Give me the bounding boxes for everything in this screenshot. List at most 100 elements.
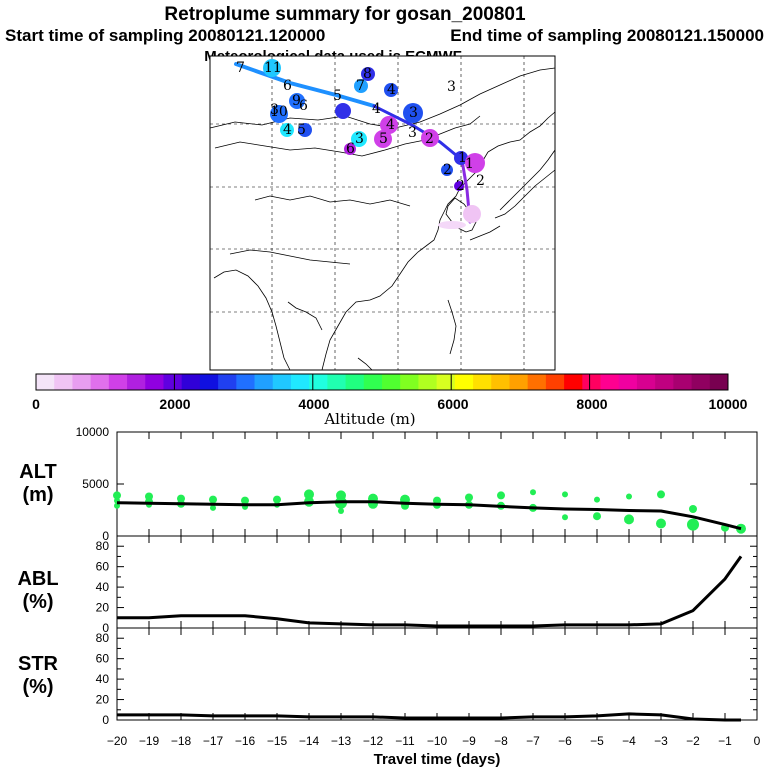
colorbar-swatch — [145, 374, 164, 390]
altitude-scatter-point — [624, 514, 634, 525]
x-tick-label: −1 — [718, 734, 732, 748]
colorbar-swatch — [363, 374, 383, 390]
day-label: 8 — [363, 66, 372, 82]
str-ylabel: STR — [18, 653, 59, 675]
day-label: 3 — [447, 79, 456, 95]
cluster-marker — [380, 116, 398, 134]
colorbar-swatch — [272, 374, 292, 390]
y-tick-label: 20 — [96, 601, 110, 615]
colorbar-swatch — [345, 374, 365, 390]
panel-alt: 10000 5000 0 — [76, 425, 758, 543]
day-label: 3 — [409, 105, 418, 121]
colorbar-swatch — [127, 374, 146, 390]
x-tick-label: −6 — [558, 734, 572, 748]
y-tick-label: 0 — [102, 529, 109, 543]
altitude-scatter-point — [530, 489, 536, 496]
altitude-scatter-point — [656, 518, 666, 529]
cluster-marker — [384, 83, 398, 97]
x-tick-label: −7 — [526, 734, 540, 748]
y-tick-label: 40 — [96, 580, 110, 594]
colorbar-tick-labels: 0 2000 4000 6000 8000 10000 — [32, 396, 748, 412]
colorbar-tick-label: 0 — [32, 396, 40, 412]
x-tick-label: −9 — [462, 734, 476, 748]
cluster-marker — [454, 181, 464, 191]
altitude-scatter-point — [562, 514, 568, 521]
cluster-marker — [351, 131, 367, 147]
colorbar-swatch — [290, 374, 310, 390]
day-label: 7 — [356, 78, 365, 94]
x-tick-label: −11 — [395, 734, 415, 748]
colorbar-tick-label: 10000 — [709, 396, 748, 412]
y-tick-label: 80 — [96, 539, 110, 553]
altitude-scatter-point — [114, 502, 120, 509]
figure-title: Retroplume summary for gosan_200801 — [164, 4, 526, 25]
day-label: 1 — [465, 156, 474, 172]
altitude-scatter-point — [273, 495, 281, 504]
colorbar-swatch — [36, 374, 55, 390]
map-day-labels: 11 7 6 5 4 3 2 1 8 9 10 6 7 4 3 4 5 3 6 … — [236, 60, 485, 194]
x-axis-title: Travel time (days) — [374, 751, 501, 768]
day-label: 9 — [292, 93, 301, 109]
colorbar-swatch — [90, 374, 110, 390]
colorbar-swatch — [163, 374, 183, 390]
x-tick-label: −13 — [331, 734, 352, 748]
altitude-scatter-point — [593, 512, 601, 521]
alt-series-line — [116, 500, 742, 531]
cluster-marker — [374, 130, 392, 148]
y-tick-label: 5000 — [82, 477, 109, 491]
x-tick-label: −2 — [686, 734, 700, 748]
colorbar-swatch — [418, 374, 438, 390]
x-tick-label: −15 — [267, 734, 288, 748]
altitude-scatter-point — [209, 495, 217, 504]
day-label: 1 — [458, 150, 467, 166]
day-label: 5 — [379, 131, 388, 147]
altitude-scatter-point — [689, 505, 697, 513]
day-label: 6 — [283, 78, 292, 94]
altitude-scatter-point — [304, 489, 314, 500]
day-label: 4 — [387, 82, 396, 98]
x-tick-label: −10 — [427, 734, 448, 748]
altitude-scatter-point — [241, 496, 249, 505]
colorbar-swatch — [454, 374, 474, 390]
day-label: 2 — [456, 178, 465, 194]
panel-ylabels: ALT (m) ABL (%) STR (%) — [17, 461, 58, 698]
y-tick-label: 20 — [96, 693, 110, 707]
x-tick-label: −8 — [494, 734, 508, 748]
colorbar-swatch — [400, 374, 419, 390]
colorbar-swatch — [509, 374, 529, 390]
y-tick-label: 80 — [96, 631, 110, 645]
colorbar-tick-label: 8000 — [576, 396, 607, 412]
day-label: 5 — [333, 88, 342, 104]
cluster-marker — [403, 103, 423, 123]
colorbar-swatch — [199, 374, 219, 390]
cluster-marker — [361, 67, 375, 81]
panel-frame — [116, 627, 758, 721]
altitude-scatter-point — [113, 491, 121, 500]
colorbar-swatch — [564, 374, 583, 390]
y-tick-label: 60 — [96, 560, 110, 574]
x-tick-label: −3 — [654, 734, 668, 748]
day-label: 6 — [346, 141, 355, 157]
colorbar-frame — [35, 373, 729, 391]
day-label: 4 — [386, 117, 395, 133]
colorbar-swatch — [236, 374, 255, 390]
colorbar-swatch — [72, 374, 92, 390]
cluster-marker — [463, 205, 481, 223]
colorbar-swatch — [527, 374, 547, 390]
cluster-marker — [421, 129, 439, 147]
day-label: 3 — [408, 125, 417, 141]
colorbar-swatch — [636, 374, 656, 390]
cluster-marker — [354, 79, 368, 93]
colorbar-swatch — [181, 374, 201, 390]
end-time-label: End time of sampling 20080121.150000 — [450, 26, 764, 45]
colorbar-swatch — [691, 374, 711, 390]
colorbar-swatch — [382, 374, 401, 390]
alt-ylabel: ALT — [19, 461, 56, 483]
altitude-scatter-point — [338, 508, 344, 514]
x-tick-label: −17 — [203, 734, 224, 748]
start-time-label: Start time of sampling 20080121.120000 — [5, 26, 325, 45]
abl-ylabel-unit: (%) — [22, 591, 53, 613]
cluster-marker — [438, 221, 466, 229]
colorbar-swatch — [600, 374, 620, 390]
